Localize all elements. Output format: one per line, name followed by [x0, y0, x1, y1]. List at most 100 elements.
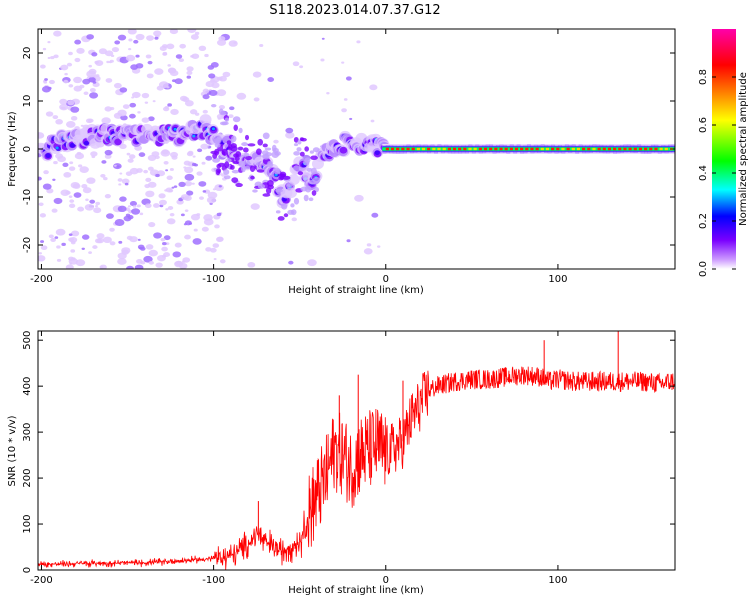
spectrogram-heatmap	[38, 29, 675, 269]
noise-blob	[120, 115, 128, 121]
ridge-blob	[312, 176, 321, 184]
noise-blob	[166, 86, 170, 89]
noise-blob	[371, 212, 379, 218]
noise-blob	[202, 190, 207, 193]
noise-blob	[170, 108, 179, 116]
noise-blob	[69, 199, 75, 203]
noise-blob	[129, 201, 137, 207]
ridge-blob	[230, 143, 237, 149]
noise-blob	[370, 119, 375, 123]
noise-blob	[129, 113, 136, 119]
band-core	[478, 147, 482, 151]
noise-blob	[198, 181, 207, 187]
noise-blob	[93, 207, 102, 214]
band-core	[411, 147, 415, 151]
noise-blob	[109, 59, 114, 63]
noise-blob	[85, 198, 89, 202]
noise-blob	[119, 87, 128, 93]
noise-blob	[253, 97, 260, 102]
noise-blob	[81, 247, 85, 250]
colorbar-label: Normalized spectral amplitude	[738, 72, 749, 226]
noise-blob	[121, 249, 129, 255]
ridge-blob	[241, 142, 248, 147]
ridge-blob	[286, 182, 291, 189]
noise-blob	[178, 58, 185, 63]
noise-blob	[214, 224, 220, 229]
noise-blob	[144, 203, 152, 209]
noise-blob	[59, 98, 68, 105]
noise-blob	[203, 218, 214, 226]
noise-blob	[53, 54, 59, 59]
spectrogram-xtick-label: -200	[30, 274, 53, 285]
noise-blob	[67, 99, 75, 106]
noise-blob	[155, 173, 160, 178]
ridge-blob	[244, 134, 250, 141]
noise-blob	[90, 151, 98, 157]
ridge-blob	[192, 134, 196, 138]
noise-blob	[81, 234, 90, 240]
noise-blob	[88, 251, 92, 255]
ridge-blob	[212, 157, 221, 163]
noise-blob	[114, 164, 117, 167]
noise-blob	[91, 52, 98, 57]
spectrogram-ytick-label: 10	[22, 95, 33, 108]
noise-blob	[173, 185, 178, 188]
noise-blob	[104, 154, 112, 159]
band-core	[561, 147, 565, 151]
noise-blob	[186, 70, 193, 76]
ridge-blob	[233, 124, 238, 132]
noise-blob	[147, 166, 154, 171]
colorbar-ticks: 0.0 0.2 0.4 0.6 0.8	[698, 69, 736, 277]
ridge-blob	[238, 127, 243, 134]
noise-blob	[192, 155, 196, 158]
noise-blob	[146, 35, 155, 41]
noise-blob	[74, 152, 85, 160]
noise-blob	[212, 243, 220, 248]
ridge-blob	[262, 143, 268, 148]
snr-ytick-label: 0	[22, 567, 33, 573]
noise-blob	[214, 184, 224, 191]
noise-blob	[202, 109, 208, 114]
noise-blob	[79, 166, 89, 174]
band-core	[576, 147, 581, 151]
snr-ytick-label: 300	[22, 423, 33, 442]
ridge-blob	[272, 167, 280, 172]
band-core	[571, 147, 575, 151]
noise-blob	[184, 209, 189, 212]
noise-blob	[216, 39, 227, 46]
noise-blob	[189, 109, 198, 115]
noise-blob	[121, 178, 130, 185]
noise-blob	[127, 205, 131, 208]
noise-blob	[131, 91, 141, 99]
noise-blob	[55, 228, 66, 236]
noise-blob	[200, 143, 209, 150]
noise-blob	[110, 54, 115, 58]
noise-blob	[182, 97, 190, 103]
band-core	[602, 147, 606, 151]
noise-blob	[267, 77, 275, 82]
noise-blob	[147, 60, 153, 65]
noise-blob	[190, 54, 194, 58]
noise-blob	[76, 151, 82, 156]
noise-blob	[218, 104, 226, 110]
ridge-blob	[293, 165, 300, 171]
noise-blob	[143, 169, 149, 174]
ridge-blob	[293, 143, 299, 147]
noise-blob	[140, 260, 146, 265]
noise-blob	[179, 43, 186, 49]
band-green	[382, 147, 675, 151]
noise-blob	[273, 139, 279, 144]
noise-blob	[186, 75, 192, 79]
noise-blob	[209, 247, 217, 253]
noise-blob	[291, 217, 297, 222]
noise-blob	[141, 92, 150, 99]
noise-blob	[236, 92, 247, 100]
ridge-blob	[281, 203, 288, 210]
noise-blob	[184, 234, 191, 240]
noise-blob	[166, 218, 176, 225]
noise-blob	[137, 111, 141, 114]
noise-blob	[116, 165, 120, 168]
noise-blob	[178, 262, 188, 269]
band-core	[421, 147, 426, 151]
noise-blob	[171, 79, 177, 83]
